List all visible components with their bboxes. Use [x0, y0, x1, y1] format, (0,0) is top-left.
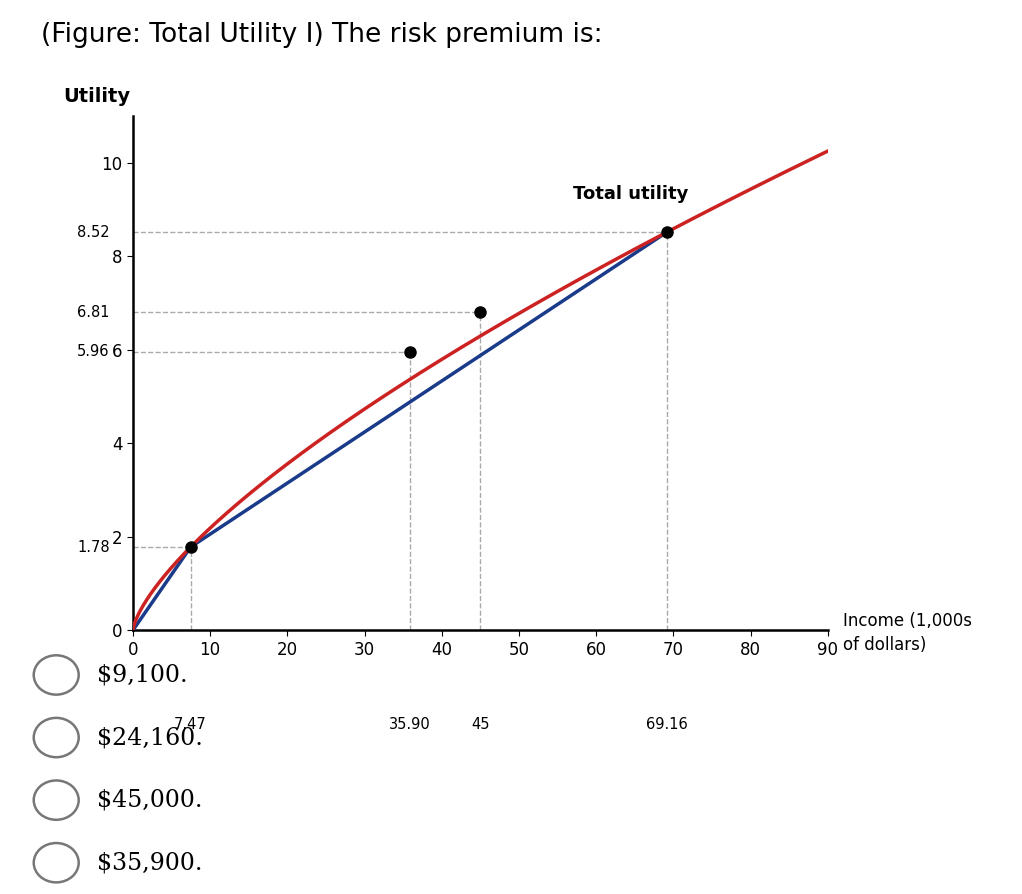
Text: Utility: Utility	[63, 87, 131, 106]
Text: $24,160.: $24,160.	[97, 726, 203, 749]
Text: 35.90: 35.90	[389, 717, 431, 731]
Text: $9,100.: $9,100.	[97, 663, 188, 687]
Text: Income (1,000s
of dollars): Income (1,000s of dollars)	[843, 612, 972, 654]
Text: 5.96: 5.96	[78, 344, 109, 359]
Text: $35,900.: $35,900.	[97, 851, 202, 874]
Text: $45,000.: $45,000.	[97, 789, 202, 812]
Text: 69.16: 69.16	[646, 717, 688, 731]
Text: 45: 45	[471, 717, 490, 731]
Text: 7.47: 7.47	[174, 717, 206, 731]
Text: 8.52: 8.52	[77, 224, 109, 240]
Text: (Figure: Total Utility I) The risk premium is:: (Figure: Total Utility I) The risk premi…	[41, 22, 603, 48]
Text: 6.81: 6.81	[78, 305, 109, 319]
Text: Total utility: Total utility	[573, 185, 689, 203]
Text: 1.78: 1.78	[77, 540, 109, 554]
